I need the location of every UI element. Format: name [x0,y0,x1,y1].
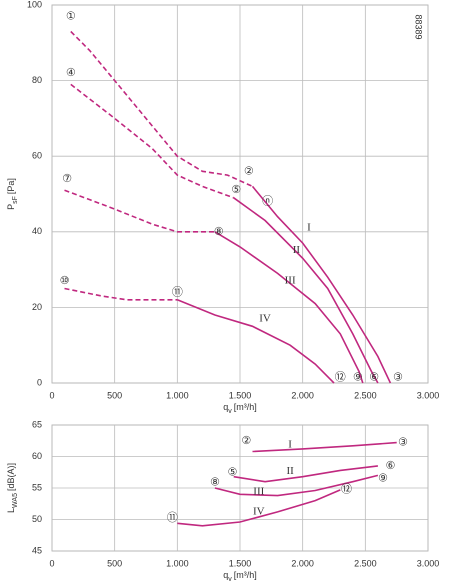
x-tick-label: 1.500 [229,390,252,400]
x-tick-label: 1.500 [229,558,252,568]
point-marker: ② [241,434,251,447]
y-tick-label: 60 [32,451,42,461]
curve [64,287,178,301]
point-marker: ⑥ [369,370,379,383]
curve [233,465,378,483]
point-marker: ⑤ [231,183,241,196]
y-tick-label: 40 [32,226,42,236]
y-tick-label: 55 [32,482,42,492]
y-tick-label: 65 [32,419,42,429]
curve-label: III [285,274,296,286]
point-marker: ③ [398,436,408,449]
x-axis-title-part: v [228,408,232,415]
y-axis-title: LWA5 [dB(A)] [6,463,18,513]
curve [252,441,397,453]
curve-label: II [286,465,294,477]
curve [214,474,379,497]
y-tick-label: 100 [27,0,42,9]
point-marker: ⑨ [378,472,388,485]
y-axis-title: PsF [Pa] [6,178,18,210]
x-tick-label: 1.000 [166,558,189,568]
curve [177,489,341,527]
point-marker: ② [244,164,254,177]
x-axis-title-part: q [223,570,228,580]
x-axis-title-part: v [228,576,232,581]
y-tick-label: 60 [32,151,42,161]
curve [214,231,364,384]
point-marker: ⑩ [60,274,70,287]
curve-label: I [288,439,292,451]
x-tick-label: 0 [49,558,54,568]
x-tick-label: 2.000 [291,558,314,568]
curve [64,189,215,233]
curve-label: III [253,485,264,497]
point-marker: ⑦ [62,172,72,185]
curve-label: IV [253,505,265,517]
y-tick-label: 80 [32,75,42,85]
y-tick-label: 0 [37,377,42,387]
curve [251,185,392,384]
x-tick-label: 500 [107,558,122,568]
x-tick-label: 2.500 [354,558,377,568]
point-marker: ⑪ [172,285,183,298]
x-axis-title: qv [m³/h] [223,402,257,414]
point-marker: ⑫ [335,370,346,383]
point-marker: ⑥ [385,459,395,472]
point-marker: ⑨ [353,370,363,383]
curve-label: II [293,244,301,256]
x-axis-title-part: q [223,402,228,412]
y-tick-label: 45 [32,545,42,555]
y-tick-label: 50 [32,514,42,524]
x-tick-label: 500 [107,390,122,400]
x-tick-label: 2.500 [354,390,377,400]
y-axis-title-part: [Pa] [6,178,16,194]
code-label: 88389 [414,14,424,39]
point-marker: ⑧ [210,475,220,488]
y-axis-title-part: [dB(A)] [6,463,16,491]
y-axis-title-part: WA5 [12,493,19,508]
point-marker: ⑧ [214,225,224,238]
x-axis-title: qv [m³/h] [223,570,257,581]
curve [233,197,379,384]
point-marker: ⓝ [262,195,273,208]
point-marker: ④ [66,66,76,79]
curve [70,83,234,199]
y-axis-title-part: P [6,204,16,210]
point-marker: ① [66,9,76,22]
point-marker: ⑫ [341,482,352,495]
x-tick-label: 3.000 [417,558,440,568]
y-axis-title-part: L [6,508,16,513]
x-axis-title-part: [m³/h] [234,402,257,412]
point-marker: ⑪ [167,511,178,524]
curve-label: I [307,222,311,234]
point-marker: ⑤ [228,465,238,478]
y-axis-title-part: sF [12,196,19,204]
curve [70,30,253,188]
x-tick-label: 2.000 [291,390,314,400]
x-tick-label: 1.000 [166,390,189,400]
x-tick-label: 0 [49,390,54,400]
x-axis-title-part: [m³/h] [234,570,257,580]
curve-label: IV [259,312,271,324]
point-marker: ③ [393,370,403,383]
y-tick-label: 20 [32,302,42,312]
curve [177,299,335,384]
x-tick-label: 3.000 [417,390,440,400]
